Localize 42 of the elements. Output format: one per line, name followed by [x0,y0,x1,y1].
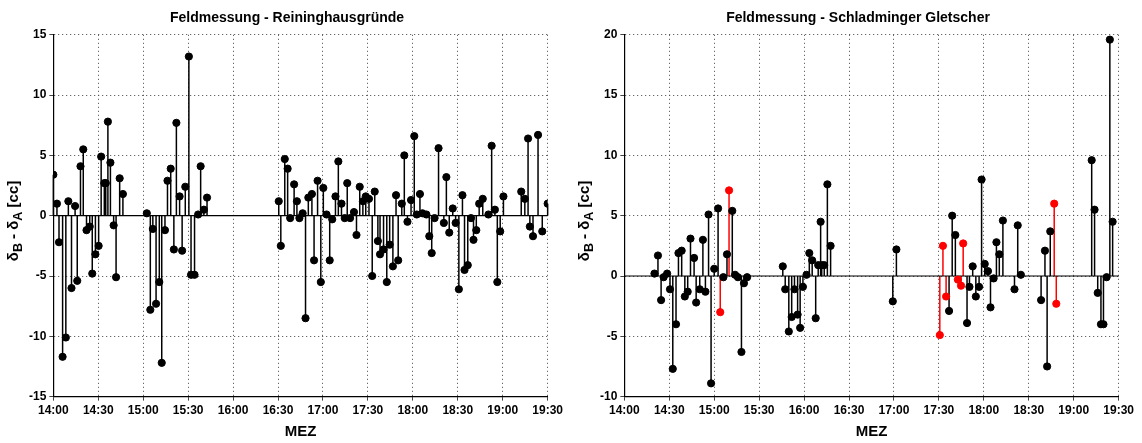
x-tick-label: 16:00 [217,403,249,418]
x-tick-label: 18:00 [397,403,429,418]
y-tick-label: 5 [39,147,47,162]
y-tick-label: -10 [600,388,618,403]
x-axis-title: MEZ [284,422,317,440]
x-tick-label: 19:00 [487,403,519,418]
x-tick-label: 15:00 [698,403,730,418]
x-tick-label: 15:00 [127,403,159,418]
y-tick-label: -5 [35,268,47,283]
y-tick-label: -5 [606,328,618,343]
y-tick-label: 15 [603,87,618,102]
y-tick-label: -15 [29,388,47,403]
y-tick-label: 0 [39,208,47,223]
x-tick-label: 17:00 [878,403,910,418]
x-tick-label: 16:00 [788,403,820,418]
y-tick-label: 20 [603,27,618,42]
x-tick-label: 18:30 [1013,403,1045,418]
x-axis-title: MEZ [855,422,888,440]
x-tick-label: 17:30 [923,403,955,418]
x-tick-label: 15:30 [743,403,775,418]
x-tick-label: 19:00 [1058,403,1090,418]
y-tick-label: 0 [610,268,618,283]
y-tick-label: 5 [610,208,618,223]
x-tick-label: 15:30 [172,403,204,418]
y-tick-label: 10 [32,87,47,102]
x-tick-label: 19:30 [1103,403,1135,418]
x-tick-label: 17:00 [307,403,339,418]
y-tick-label: -10 [29,328,47,343]
x-tick-label: 14:00 [608,403,641,418]
chart-title: Feldmessung - Schladminger Gletscher [726,9,991,26]
x-tick-label: 17:30 [352,403,384,418]
x-tick-label: 19:30 [532,403,564,418]
x-tick-label: 18:00 [968,403,1000,418]
x-tick-label: 18:30 [442,403,474,418]
x-tick-label: 16:30 [262,403,294,418]
y-tick-label: 15 [32,27,47,42]
x-tick-label: 14:30 [82,403,114,418]
x-tick-label: 14:00 [37,403,70,418]
x-tick-label: 14:30 [653,403,685,418]
x-tick-label: 16:30 [833,403,865,418]
y-tick-label: 10 [603,147,618,162]
chart-title: Feldmessung - Reininghausgründe [169,9,405,26]
